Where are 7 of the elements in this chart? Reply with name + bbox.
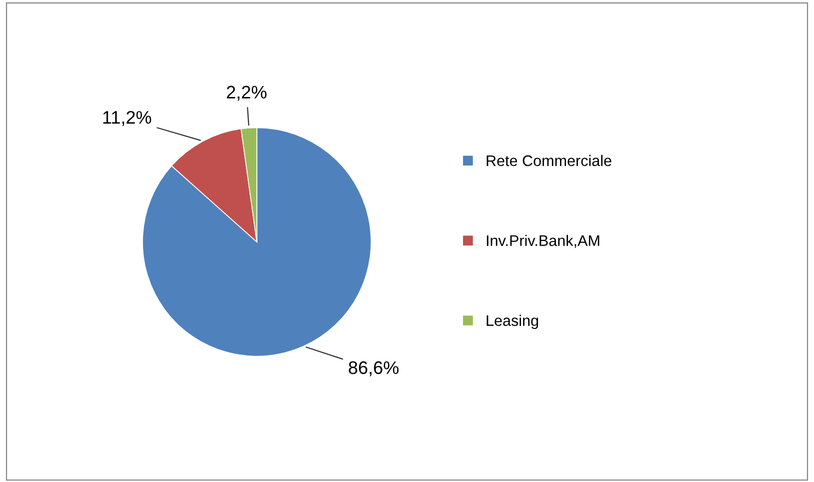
legend-label: Inv.Priv.Bank,AM xyxy=(486,234,600,248)
data-label: 2,2% xyxy=(226,86,266,101)
legend-label: Rete Commerciale xyxy=(486,154,612,166)
pie-slice xyxy=(142,127,372,357)
data-label: 11,2% xyxy=(103,110,152,126)
legend-label: Leasing xyxy=(486,314,538,330)
data-label: 86,6% xyxy=(348,361,399,376)
